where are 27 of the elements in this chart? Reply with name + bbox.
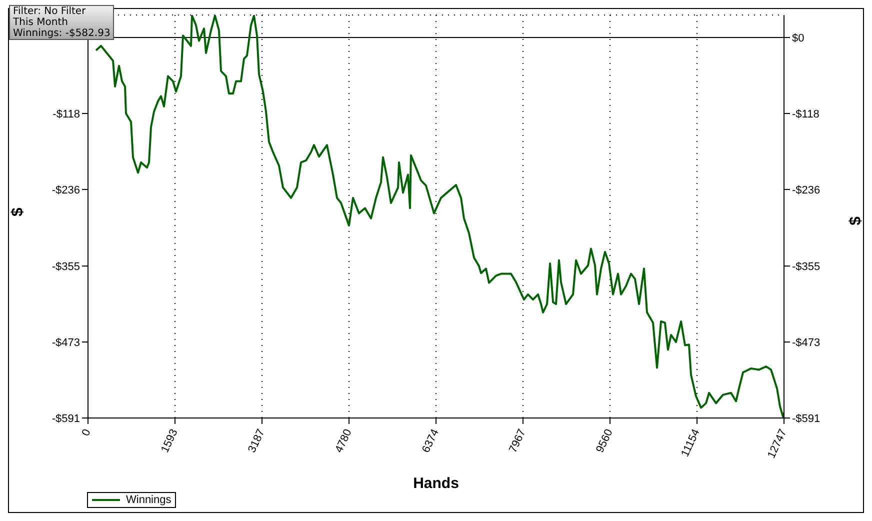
x-tick-label: 3187	[246, 427, 268, 455]
y-tick-label: -$591	[52, 412, 80, 425]
y2-tick-label: -$118	[792, 108, 820, 120]
y-tick-label: -$118	[52, 108, 80, 120]
x-tick-label: 4780	[333, 427, 354, 455]
y2-tick-label: -$591	[792, 412, 820, 425]
y-tick-label: -$236	[52, 184, 80, 196]
y2-tick-label: -$473	[792, 336, 820, 349]
text: Filter: No Filter	[13, 6, 87, 17]
x-tick-label: 1593	[159, 427, 180, 455]
x-axis-title: Hands	[413, 475, 459, 492]
x-tick-label: 9560	[594, 427, 616, 455]
y-tick-label: -$355	[52, 260, 80, 273]
y2-tick-label: -$355	[792, 260, 820, 273]
annotation: Winnings: -$582.93	[13, 28, 110, 39]
legend-label: Winnings	[126, 494, 172, 506]
y2-axis-title: $	[848, 216, 865, 226]
y-tick-label: -$473	[52, 336, 80, 349]
x-tick-label: 0	[80, 427, 94, 438]
y2-tick-label: -$236	[792, 184, 820, 196]
x-tick-label: 12747	[766, 427, 790, 460]
y2-tick-label: $0	[792, 32, 804, 44]
y-axis-title: $	[10, 208, 27, 216]
text: This Month	[13, 17, 69, 28]
x-tick-label: 6374	[420, 427, 442, 455]
x-tick-label: 7967	[507, 427, 528, 455]
x-tick-label: 11154	[679, 427, 702, 459]
